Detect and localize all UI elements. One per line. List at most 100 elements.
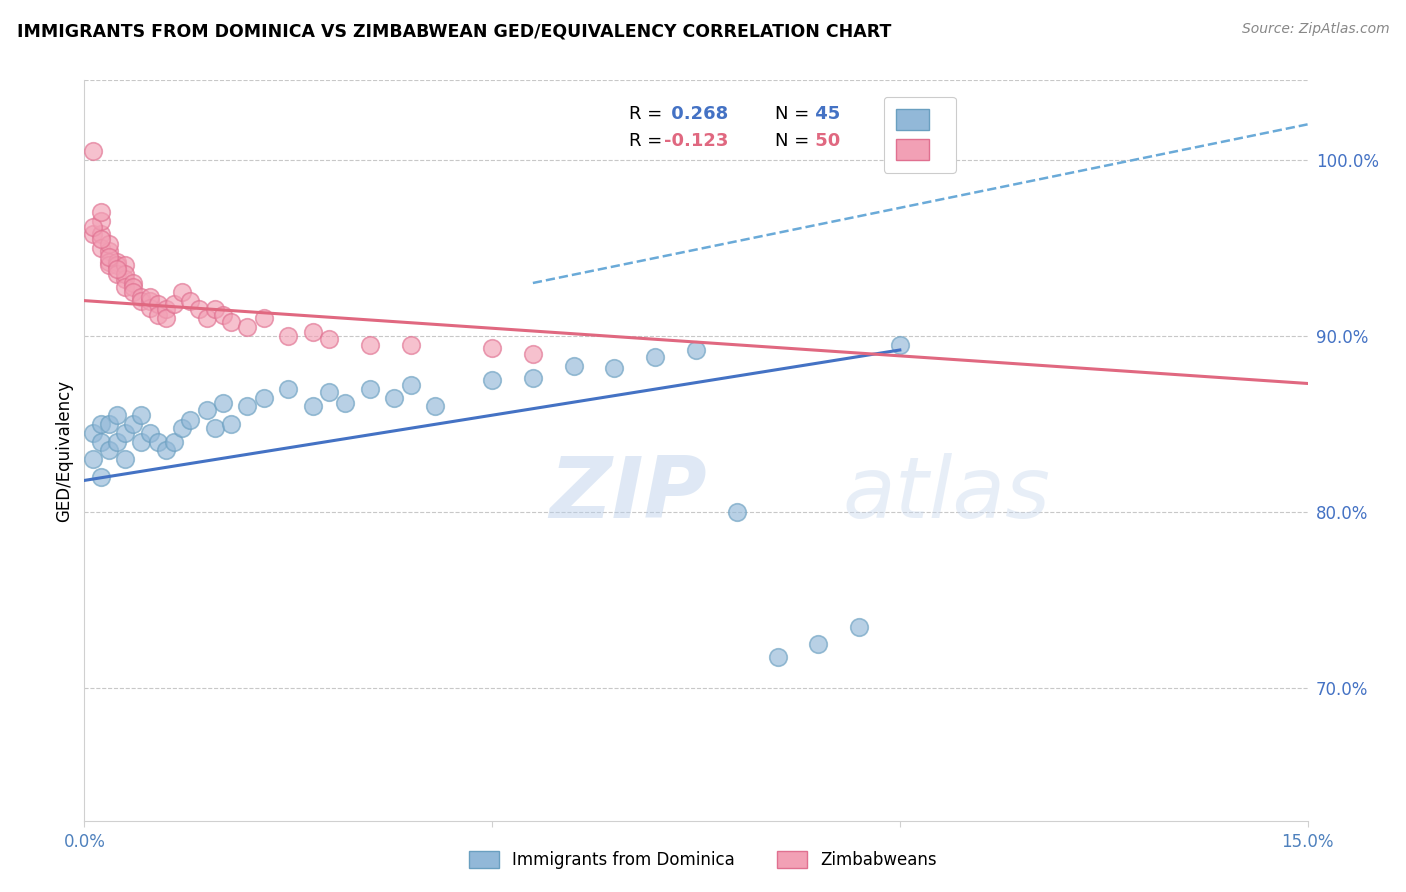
Point (163, 297, 186, 311)
Text: atlas: atlas (842, 453, 1050, 536)
Point (114, 279, 136, 293)
Point (889, 337, 911, 351)
Point (82, 425, 104, 440)
Point (90, 241, 112, 255)
Point (179, 413, 201, 427)
Point (122, 276, 145, 290)
Point (105, 434, 128, 449)
Text: ZIP: ZIP (550, 453, 707, 536)
Point (97, 417, 120, 431)
Point (122, 279, 145, 293)
Text: Source: ZipAtlas.com: Source: ZipAtlas.com (1241, 22, 1389, 37)
Point (179, 293, 201, 308)
Point (644, 350, 666, 364)
Point (105, 259, 128, 273)
Point (253, 311, 276, 326)
Point (97, 237, 120, 252)
Point (807, 637, 830, 651)
Point (82, 227, 104, 241)
Point (766, 649, 789, 664)
Point (131, 408, 153, 422)
Point (105, 267, 128, 281)
Point (146, 434, 169, 449)
Text: 0.268: 0.268 (665, 104, 728, 122)
Text: -0.123: -0.123 (664, 132, 728, 150)
Text: IMMIGRANTS FROM DOMINICA VS ZIMBABWEAN GED/EQUIVALENCY CORRELATION CHART: IMMIGRANTS FROM DOMINICA VS ZIMBABWEAN G… (17, 22, 891, 40)
Point (236, 400, 259, 414)
Point (114, 259, 136, 273)
Point (335, 396, 357, 410)
Text: 50: 50 (808, 132, 839, 150)
Point (212, 396, 235, 410)
Point (848, 620, 870, 634)
Point (423, 400, 446, 414)
Point (138, 425, 160, 440)
Point (114, 425, 136, 440)
Y-axis label: GED/Equivalency: GED/Equivalency (55, 379, 73, 522)
Point (155, 302, 177, 317)
Point (114, 452, 136, 467)
Point (399, 337, 422, 351)
Point (522, 346, 544, 360)
Point (97, 244, 120, 259)
Legend: , : , (884, 96, 956, 173)
Point (90, 434, 112, 449)
Point (146, 308, 169, 322)
Point (131, 290, 153, 304)
Point (82, 219, 104, 234)
Text: N =: N = (776, 104, 815, 122)
Point (685, 343, 707, 357)
Legend: Immigrants from Dominica, Zimbabweans: Immigrants from Dominica, Zimbabweans (460, 841, 946, 880)
Point (163, 434, 186, 449)
Point (481, 373, 503, 387)
Point (219, 417, 242, 431)
Point (131, 293, 153, 308)
Point (138, 290, 160, 304)
Point (359, 382, 381, 396)
Point (318, 385, 340, 400)
Text: R =: R = (628, 132, 668, 150)
Point (603, 360, 626, 375)
Point (236, 320, 259, 334)
Point (90, 214, 112, 228)
Point (219, 315, 242, 329)
Point (90, 227, 112, 241)
Point (97, 255, 120, 269)
Point (195, 311, 218, 326)
Point (97, 443, 120, 458)
Point (90, 205, 112, 219)
Point (382, 391, 405, 405)
Point (138, 293, 160, 308)
Point (105, 261, 128, 276)
Point (301, 326, 323, 340)
Text: R =: R = (628, 104, 668, 122)
Point (90, 470, 112, 484)
Point (155, 443, 177, 458)
Point (146, 297, 169, 311)
Point (105, 255, 128, 269)
Point (212, 308, 235, 322)
Point (122, 417, 145, 431)
Point (187, 302, 209, 317)
Point (195, 403, 218, 417)
Text: N =: N = (776, 132, 815, 150)
Text: 45: 45 (808, 104, 839, 122)
Point (172, 420, 194, 434)
Point (725, 505, 748, 519)
Point (399, 378, 422, 392)
Point (105, 408, 128, 422)
Point (253, 391, 276, 405)
Point (131, 434, 153, 449)
Point (114, 267, 136, 281)
Point (522, 371, 544, 385)
Point (204, 302, 226, 317)
Point (90, 232, 112, 246)
Point (359, 337, 381, 351)
Point (172, 285, 194, 299)
Point (122, 285, 145, 299)
Point (155, 311, 177, 326)
Point (82, 144, 104, 158)
Point (277, 329, 299, 343)
Point (90, 417, 112, 431)
Point (204, 420, 226, 434)
